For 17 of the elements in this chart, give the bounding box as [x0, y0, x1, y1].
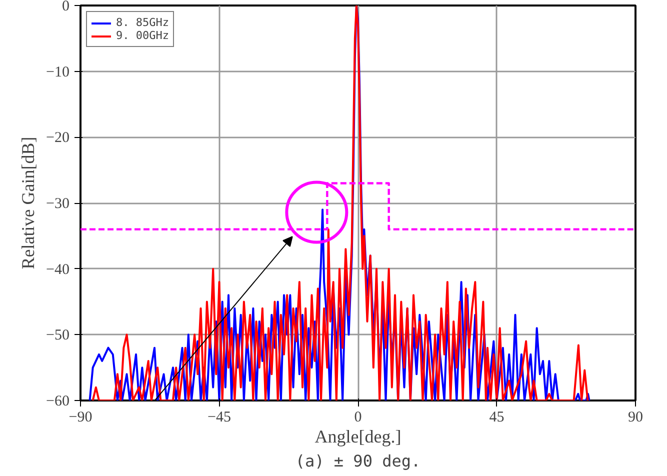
y-tick-label: −50: [46, 328, 70, 344]
x-tick-label: 0: [354, 410, 362, 426]
x-tick-label: −45: [208, 410, 231, 426]
y-tick-label: −10: [46, 64, 70, 80]
y-tick-label: −30: [46, 196, 70, 212]
y-tick-label: −40: [46, 262, 70, 278]
x-tick-label: 45: [489, 410, 504, 426]
x-tick-label: 90: [628, 410, 643, 426]
y-axis-title: Relative Gain[dB]: [18, 136, 38, 270]
y-tick-label: 0: [62, 0, 70, 14]
text: (a) ± 90 deg.: [295, 452, 421, 470]
y-tick-label: −20: [46, 130, 70, 146]
x-tick-label: −90: [68, 410, 92, 426]
x-axis-title: Angle[deg.]: [314, 426, 402, 446]
y-tick-label: −60: [46, 394, 70, 410]
legend-label: 9. 00GHz: [116, 29, 169, 42]
legend-label: 8. 85GHz: [116, 16, 169, 29]
